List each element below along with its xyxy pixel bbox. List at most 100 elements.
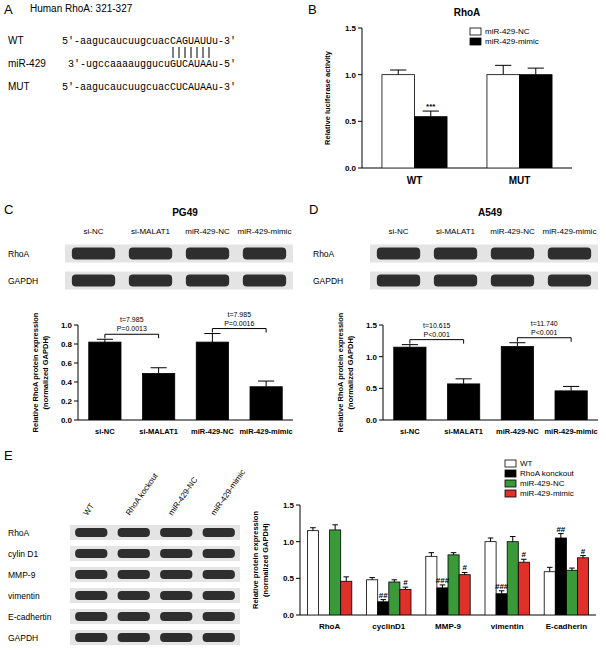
blot-strip xyxy=(65,272,293,290)
t-statistic: t=7.985 xyxy=(227,311,251,318)
lane-label: WT xyxy=(82,502,97,517)
band xyxy=(118,591,150,600)
error-cap xyxy=(456,378,472,379)
y-axis-label: Relative RhoA protein expression xyxy=(336,312,345,432)
significance-mark: ### xyxy=(495,582,509,591)
row-label: vimentin xyxy=(8,591,40,601)
panel-title: Human RhoA: 321-327 xyxy=(30,3,133,14)
band xyxy=(118,612,150,621)
plot-marks xyxy=(307,525,588,615)
y-tick-label: 1.0 xyxy=(61,321,73,330)
panel-letter: B xyxy=(308,2,317,17)
y-tick-label: 0.4 xyxy=(61,378,73,387)
band xyxy=(160,612,192,621)
y-axis-label: (normalized GAPDH) xyxy=(41,335,50,409)
error-bar xyxy=(429,553,435,557)
panel-letter: C xyxy=(4,202,13,217)
t-statistic: t=7.985 xyxy=(120,316,144,323)
error-cap xyxy=(528,68,544,69)
bar xyxy=(518,562,529,615)
band xyxy=(75,612,107,621)
y-tick xyxy=(358,74,362,75)
band xyxy=(203,570,235,579)
error-bar xyxy=(580,556,586,558)
lane-label: miR-429-mimic xyxy=(543,227,597,236)
error-cap xyxy=(369,577,375,578)
legend-swatch xyxy=(505,490,516,497)
band xyxy=(548,275,591,287)
error-line xyxy=(535,68,536,75)
band xyxy=(75,633,107,642)
y-tick xyxy=(358,28,362,29)
legend-swatch xyxy=(505,470,516,477)
error-bar xyxy=(403,587,409,589)
sequence-label: MUT xyxy=(8,81,30,92)
error-line xyxy=(517,343,518,347)
row-label: RhoA xyxy=(313,249,335,259)
band xyxy=(129,275,172,287)
band xyxy=(377,275,420,287)
y-tick-label: 0.8 xyxy=(61,340,73,349)
t-statistic: t=11.740 xyxy=(531,320,558,327)
error-bar xyxy=(97,339,113,342)
error-bar xyxy=(380,600,386,602)
lane-label: miR-429-NC xyxy=(490,227,535,236)
error-bar xyxy=(369,578,375,580)
bar xyxy=(382,75,415,168)
y-axis-label: Relative protein expression xyxy=(251,511,260,609)
bar xyxy=(485,542,496,615)
significance-mark: # xyxy=(522,550,527,559)
bar xyxy=(394,347,426,420)
bar xyxy=(341,581,352,615)
bar xyxy=(496,594,507,615)
band xyxy=(160,633,192,642)
error-line xyxy=(346,577,347,581)
bar xyxy=(448,555,459,615)
chart-title: RhoA xyxy=(454,7,481,18)
error-cap xyxy=(429,552,435,553)
band xyxy=(160,570,192,579)
x-tick-label: si-MALAT1 xyxy=(444,427,483,436)
legend: miR-429-NCmiR-429-mimic xyxy=(470,27,539,46)
band xyxy=(434,248,477,260)
error-cap xyxy=(392,579,398,580)
error-bar xyxy=(392,580,398,582)
pair-line xyxy=(185,47,186,58)
legend-label: miR-429-mimic xyxy=(485,37,539,46)
y-tick-label: 0.0 xyxy=(283,611,295,620)
y-tick-label: 0.6 xyxy=(61,359,73,368)
bar xyxy=(400,589,411,615)
error-bar xyxy=(495,65,511,74)
error-bar xyxy=(440,585,446,588)
y-tick xyxy=(74,325,78,326)
x-tick-label: vimentin xyxy=(491,622,524,631)
y-axis xyxy=(362,28,363,168)
bar xyxy=(307,531,318,615)
lane-label: si-MALAT1 xyxy=(131,227,171,236)
error-bar xyxy=(510,537,516,542)
y-tick-label: 1.0 xyxy=(366,353,378,362)
error-bar xyxy=(451,553,457,555)
sequence: 3'-ugccaaaauggucuGUCAUAAu-5' xyxy=(68,59,236,70)
legend-label: miR-429-NC xyxy=(485,27,530,36)
error-cap xyxy=(547,567,553,568)
x-tick-label: WT xyxy=(407,175,423,186)
band xyxy=(75,570,107,579)
t-statistic: t=10.615 xyxy=(423,322,451,329)
panel-letter: A xyxy=(4,2,13,17)
band xyxy=(186,275,229,287)
error-line xyxy=(158,368,159,374)
y-axis xyxy=(78,325,79,420)
bar xyxy=(459,575,470,615)
row-label: E-cadhertin xyxy=(8,612,52,622)
p-value: P<0.001 xyxy=(531,329,557,336)
y-axis xyxy=(300,505,301,615)
significance-mark: ## xyxy=(556,525,565,534)
x-tick-label: miR-429-mimic xyxy=(239,427,292,436)
error-line xyxy=(463,379,464,384)
band xyxy=(75,549,107,558)
error-bar xyxy=(402,345,418,348)
error-bar xyxy=(423,111,439,117)
bar xyxy=(507,542,518,615)
bar-chart: CPG490.00.20.40.60.81.0Relative RhoA pro… xyxy=(4,202,293,436)
